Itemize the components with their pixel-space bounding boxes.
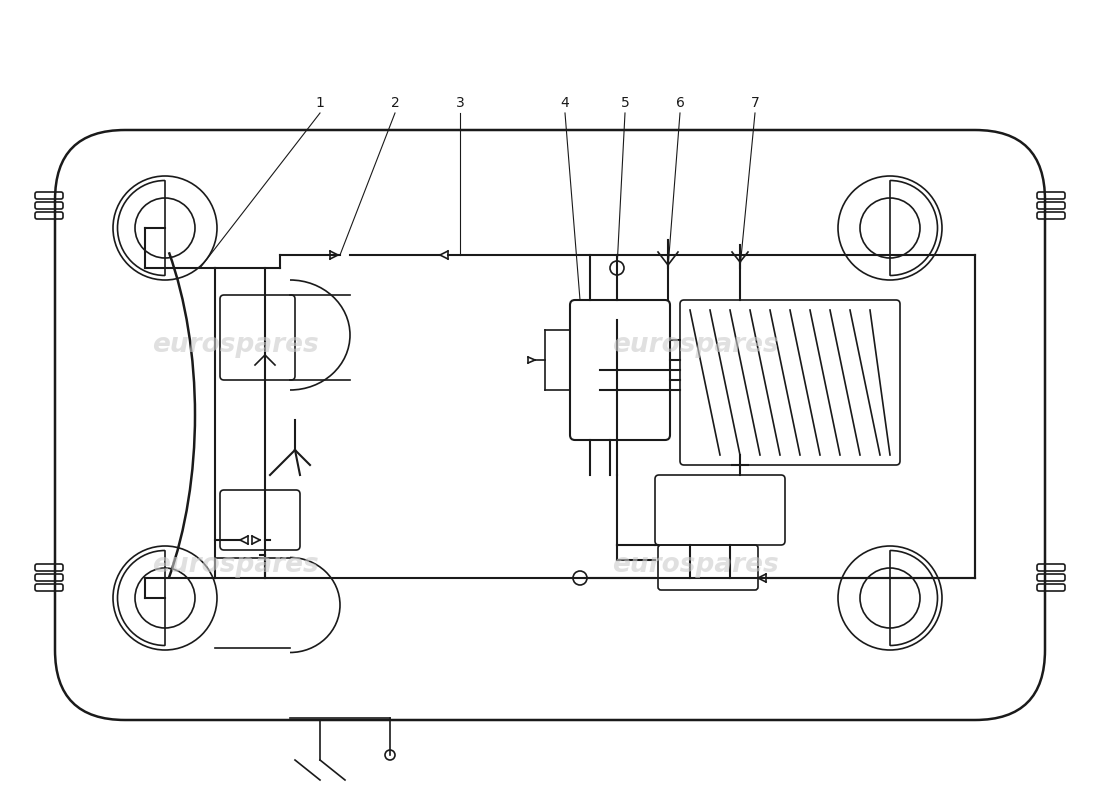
Text: 1: 1 xyxy=(316,96,324,110)
Text: 5: 5 xyxy=(620,96,629,110)
Text: eurospares: eurospares xyxy=(152,552,318,578)
Text: eurospares: eurospares xyxy=(152,332,318,358)
Text: eurospares: eurospares xyxy=(612,332,779,358)
Text: 2: 2 xyxy=(390,96,399,110)
Text: 4: 4 xyxy=(561,96,570,110)
Text: 7: 7 xyxy=(750,96,759,110)
Text: 6: 6 xyxy=(675,96,684,110)
Text: 3: 3 xyxy=(455,96,464,110)
Text: eurospares: eurospares xyxy=(612,552,779,578)
